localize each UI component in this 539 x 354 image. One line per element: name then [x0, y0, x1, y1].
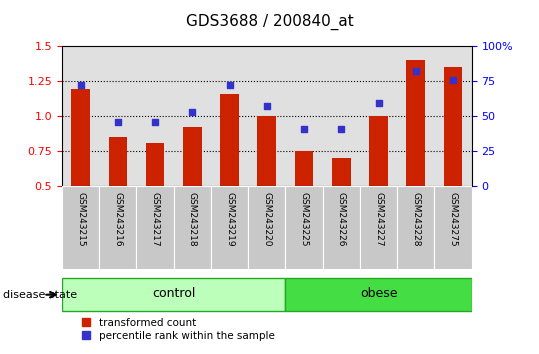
Text: GDS3688 / 200840_at: GDS3688 / 200840_at — [185, 14, 354, 30]
Bar — [183, 127, 202, 256]
Bar — [434, 186, 472, 269]
Point — [262, 103, 271, 109]
Bar — [220, 93, 239, 256]
Text: control: control — [152, 287, 196, 301]
Text: disease state: disease state — [3, 290, 77, 300]
Bar — [444, 67, 462, 256]
Bar — [323, 186, 360, 269]
Point — [225, 82, 234, 88]
Text: GSM243220: GSM243220 — [262, 192, 271, 246]
Text: GSM243275: GSM243275 — [448, 192, 458, 246]
Text: GSM243227: GSM243227 — [374, 192, 383, 246]
Bar — [146, 143, 164, 256]
Point — [448, 77, 457, 82]
Bar — [369, 116, 388, 256]
Point — [188, 109, 197, 115]
Bar — [248, 186, 286, 269]
Bar — [406, 60, 425, 256]
Text: GSM243217: GSM243217 — [150, 192, 160, 246]
Bar — [211, 186, 248, 269]
Bar — [286, 186, 323, 269]
Bar — [332, 158, 350, 256]
Bar — [99, 186, 136, 269]
Legend: transformed count, percentile rank within the sample: transformed count, percentile rank withi… — [78, 314, 279, 345]
Bar — [174, 186, 211, 269]
Point — [411, 68, 420, 74]
Bar — [62, 278, 286, 312]
Point — [337, 126, 345, 131]
Bar — [397, 186, 434, 269]
Point — [300, 126, 308, 131]
Bar — [71, 89, 90, 256]
Point — [151, 119, 160, 124]
Bar — [108, 137, 127, 256]
Bar — [360, 186, 397, 269]
Text: GSM243218: GSM243218 — [188, 192, 197, 246]
Bar — [136, 186, 174, 269]
Point — [77, 82, 85, 88]
Text: GSM243226: GSM243226 — [337, 192, 346, 246]
Text: GSM243228: GSM243228 — [411, 192, 420, 246]
Text: GSM243215: GSM243215 — [76, 192, 85, 246]
Bar — [286, 278, 472, 312]
Text: GSM243219: GSM243219 — [225, 192, 234, 246]
Bar — [295, 151, 313, 256]
Point — [374, 101, 383, 106]
Bar — [62, 186, 99, 269]
Bar — [258, 116, 276, 256]
Text: obese: obese — [360, 287, 397, 301]
Text: GSM243225: GSM243225 — [300, 192, 308, 246]
Text: GSM243216: GSM243216 — [113, 192, 122, 246]
Point — [114, 119, 122, 124]
